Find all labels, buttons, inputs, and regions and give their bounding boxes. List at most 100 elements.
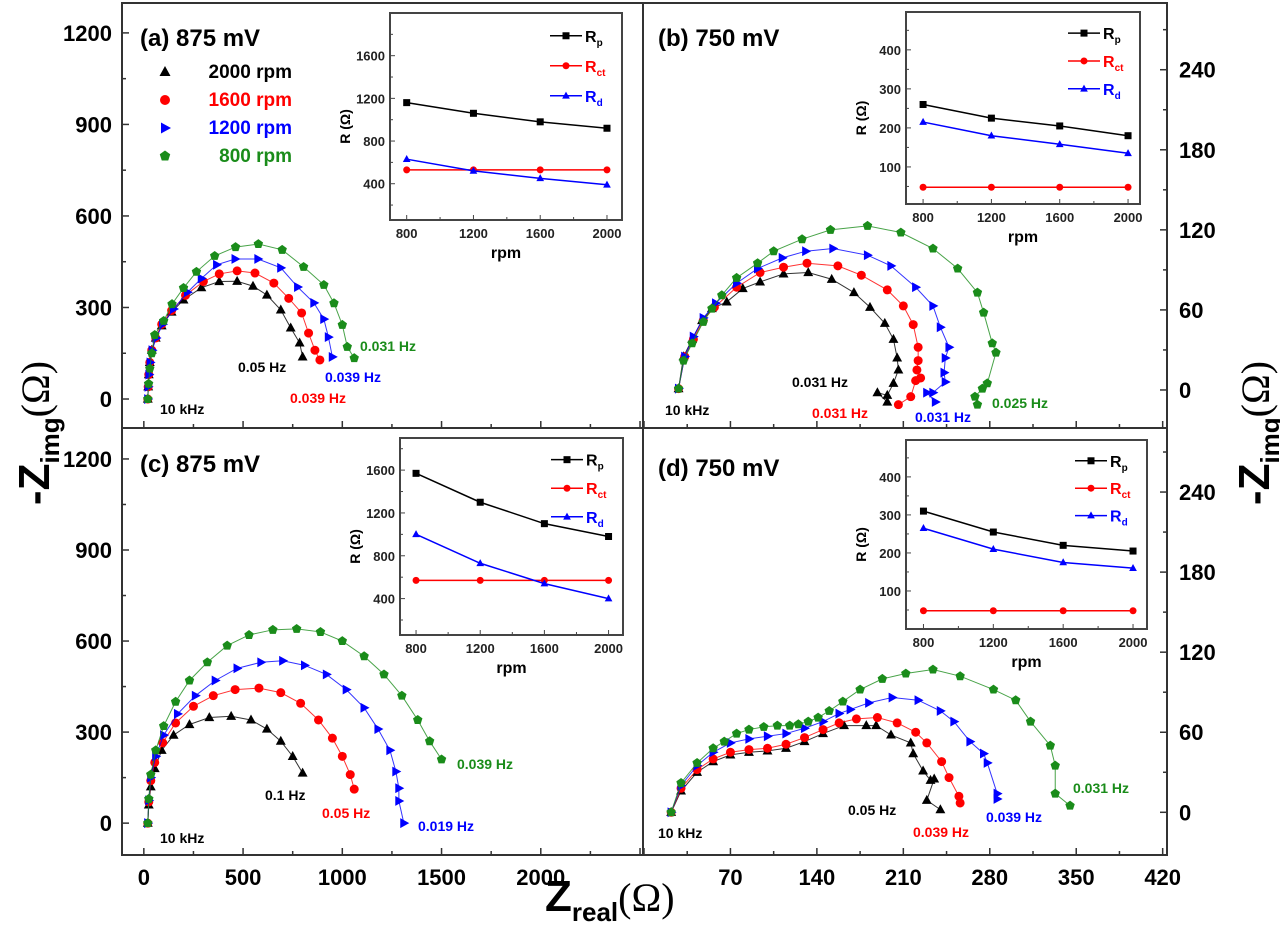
circle-marker <box>818 725 828 735</box>
legend-label: 800 rpm <box>219 146 292 167</box>
pentagon-marker <box>862 220 873 230</box>
inset-y-tick-label: 200 <box>879 121 901 136</box>
pentagon-marker <box>707 303 717 313</box>
triangle-up-marker <box>871 720 882 730</box>
pentagon-marker <box>253 239 264 249</box>
fit-line <box>147 715 304 824</box>
triangle-up-marker <box>865 301 875 311</box>
square-marker <box>1124 132 1132 140</box>
pentagon-marker <box>972 287 983 297</box>
triangle-right-marker <box>395 796 405 806</box>
pentagon-marker <box>813 712 823 722</box>
triangle-up-marker <box>469 166 478 174</box>
y-axis-title-sub: img <box>1255 417 1280 464</box>
triangle-right-marker <box>360 702 370 713</box>
pentagon-marker <box>987 338 997 348</box>
y-axis-title-main: -Z <box>1230 463 1279 506</box>
triangle-right-marker <box>941 377 951 387</box>
triangle-up-marker <box>755 276 766 286</box>
triangle-right-marker <box>800 723 810 734</box>
triangle-up-marker <box>261 723 272 733</box>
inset-y-tick-label: 800 <box>363 134 385 149</box>
triangle-right-marker <box>802 246 812 257</box>
pentagon-marker <box>424 736 435 746</box>
square-marker <box>605 533 613 540</box>
triangle-up-marker <box>275 304 286 314</box>
fit-line <box>147 280 304 400</box>
pentagon-marker <box>146 769 156 779</box>
series-2000-rpm <box>142 710 308 827</box>
x-tick-label: 420 <box>1144 865 1181 890</box>
square-marker <box>540 520 548 528</box>
inset-x-tick-label: 800 <box>912 210 934 225</box>
triangle-right-marker <box>912 282 922 293</box>
frequency-annotation: 0.039 Hz <box>913 824 969 840</box>
x-tick-label: 500 <box>225 865 262 890</box>
triangle-right-marker <box>342 684 352 695</box>
triangle-right-marker <box>328 351 338 362</box>
inset-series-Rct: Rct <box>412 481 613 584</box>
frequency-annotation: 0.039 Hz <box>457 756 513 772</box>
inset-y-tick-label: 400 <box>879 43 901 58</box>
triangle-up-marker <box>987 131 996 139</box>
y-tick-label: 120 <box>1179 640 1216 665</box>
pentagon-marker <box>244 630 254 639</box>
triangle-up-marker <box>214 276 225 286</box>
circle-marker <box>1059 607 1067 615</box>
inset-y-tick-label: 1200 <box>356 91 385 106</box>
pentagon-marker <box>952 263 963 273</box>
frequency-annotation: 10 kHz <box>665 402 709 418</box>
y-axis-title-sub: img <box>35 417 65 464</box>
circle-marker <box>954 791 964 801</box>
pentagon-marker <box>159 150 171 161</box>
square-marker <box>412 469 420 477</box>
triangle-right-marker <box>400 818 410 829</box>
series-2000-rpm <box>666 720 946 816</box>
triangle-up-marker <box>1087 511 1095 519</box>
pentagon-marker <box>759 721 769 731</box>
triangle-right-marker <box>950 716 960 727</box>
inset-y-tick-label: 100 <box>879 584 901 599</box>
circle-marker <box>310 345 320 355</box>
inset-y-tick-label: 800 <box>373 549 395 564</box>
panel-title: (b) 750 mV <box>658 25 779 52</box>
triangle-up-marker <box>921 794 932 804</box>
circle-marker <box>313 715 323 725</box>
inset-line <box>923 510 1134 552</box>
fit-line <box>678 272 899 403</box>
y-tick-label: 0 <box>100 387 112 412</box>
circle-marker <box>284 293 294 303</box>
triangle-up-marker <box>893 364 904 374</box>
triangle-up-marker <box>839 720 850 730</box>
pentagon-marker <box>191 266 202 276</box>
inset-b: 100 200 300 400 800 1200 1600 2000 rpm R (Ω) Rp Rct… <box>853 11 1143 246</box>
inset-series-Rp: Rp <box>412 453 613 540</box>
pentagon-marker <box>708 743 718 753</box>
circle-marker <box>834 718 844 728</box>
pentagon-marker <box>349 353 359 363</box>
inset-line <box>415 472 609 538</box>
inset-x-tick-label: 1200 <box>977 210 1006 225</box>
inset-frame <box>399 437 624 636</box>
inset-line <box>406 101 608 129</box>
triangle-right-marker <box>941 352 951 363</box>
frequency-annotation: 10 kHz <box>160 401 204 417</box>
circle-marker <box>911 376 921 386</box>
square-marker <box>919 507 927 515</box>
triangle-up-marker <box>905 737 916 747</box>
y-tick-label: 600 <box>75 629 112 654</box>
circle-marker <box>892 718 902 728</box>
pentagon-marker <box>972 399 983 409</box>
triangle-up-marker <box>196 282 207 292</box>
triangle-right-marker <box>310 297 320 308</box>
triangle-right-marker <box>980 748 990 759</box>
triangle-right-marker <box>846 704 856 715</box>
y-tick-label: 0 <box>1179 800 1191 825</box>
series-2000-rpm <box>142 275 308 403</box>
triangle-up-marker <box>882 389 893 399</box>
circle-marker <box>276 688 286 698</box>
pentagon-marker <box>797 234 807 244</box>
triangle-right-marker <box>254 254 264 264</box>
triangle-up-marker <box>989 544 998 552</box>
circle-marker <box>1087 484 1095 492</box>
